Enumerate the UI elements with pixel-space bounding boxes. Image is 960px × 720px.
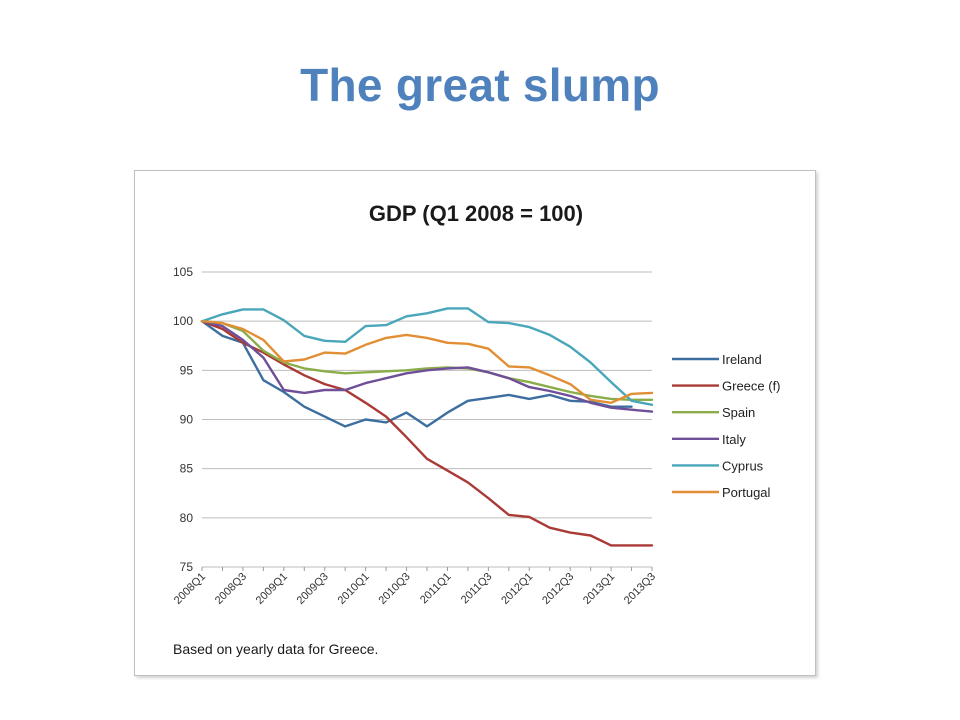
series-line-cyprus <box>200 307 654 406</box>
chart-footnote: Based on yearly data for Greece. <box>173 641 379 657</box>
x-tick-label: 2009Q1 <box>254 571 290 607</box>
x-tick-label: 2008Q3 <box>213 571 249 607</box>
y-tick-label: 85 <box>180 462 194 476</box>
legend-label-spain: Spain <box>722 405 755 420</box>
series-line-italy <box>200 320 654 413</box>
x-tick-label: 2013Q3 <box>622 571 658 607</box>
series-line-greece-f <box>200 320 654 547</box>
gdp-line-chart: 75 80 85 90 95 100 105 2008Q1 2008Q3 2009Q1 2009Q… <box>172 265 781 607</box>
y-tick-label: 75 <box>180 560 194 574</box>
y-tick-label: 90 <box>180 413 194 427</box>
series-line-spain <box>200 320 654 401</box>
series-lines <box>200 307 654 547</box>
legend-label-cyprus: Cyprus <box>722 458 764 473</box>
series-line-ireland <box>200 320 633 428</box>
x-tick-label: 2011Q1 <box>418 571 454 607</box>
legend: Ireland Greece (f) Spain Italy Cyprus Portuga… <box>672 352 781 500</box>
y-tick-label: 95 <box>180 363 194 377</box>
legend-label-greece-f: Greece (f) <box>722 379 781 394</box>
chart-title: GDP (Q1 2008 = 100) <box>368 201 584 226</box>
legend-label-portugal: Portugal <box>722 485 771 500</box>
legend-label-italy: Italy <box>722 432 746 447</box>
x-tick-label: 2009Q3 <box>295 571 331 607</box>
grid-lines <box>202 271 652 568</box>
y-tick-label: 80 <box>180 511 194 525</box>
y-axis-ticks: 75 80 85 90 95 100 105 <box>173 265 193 574</box>
y-tick-label: 100 <box>173 314 193 328</box>
legend-label-ireland: Ireland <box>722 352 762 367</box>
x-tick-label: 2013Q1 <box>581 571 617 607</box>
series-line-portugal <box>200 320 654 404</box>
x-tick-label: 2012Q1 <box>499 571 535 607</box>
chart-frame: GDP (Q1 2008 = 100) 75 80 85 90 95 100 105 200… <box>134 170 816 676</box>
x-tick-label: 2011Q3 <box>459 571 495 607</box>
x-tick-label: 2008Q1 <box>172 571 208 607</box>
slide-title: The great slump <box>300 59 660 111</box>
x-tick-label: 2010Q3 <box>376 571 412 607</box>
x-tick-label: 2012Q3 <box>540 571 576 607</box>
y-tick-label: 105 <box>173 265 193 279</box>
x-axis-ticks: 2008Q1 2008Q3 2009Q1 2009Q3 2010Q1 2010Q3 2011… <box>172 567 658 607</box>
x-tick-label: 2010Q1 <box>336 571 372 607</box>
